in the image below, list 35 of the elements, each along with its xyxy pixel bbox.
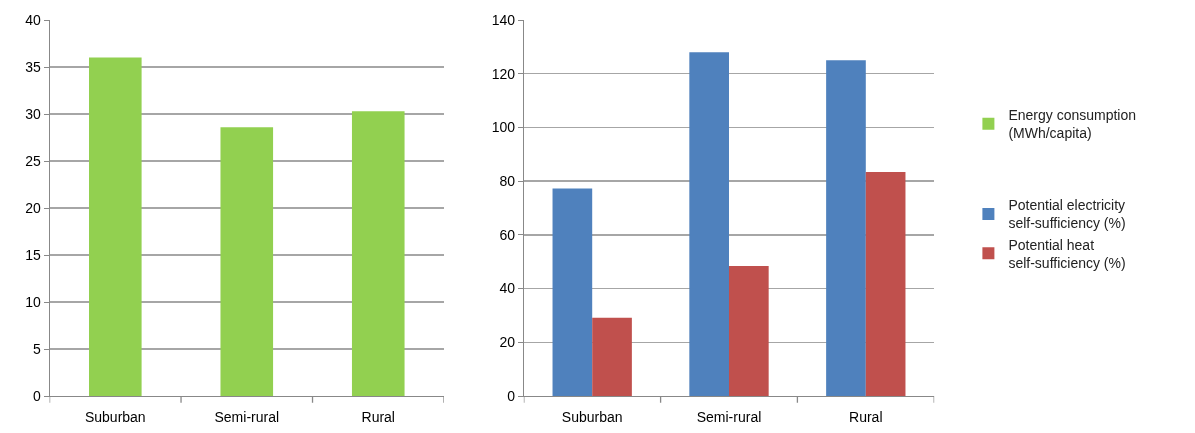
bar xyxy=(729,266,769,396)
bar xyxy=(865,172,906,396)
bar xyxy=(826,60,866,396)
legend-label: Potential heat self-sufficiency (%) xyxy=(1008,236,1126,271)
legend-label: Energy consumption (MWh/capita) xyxy=(1008,107,1137,142)
y-tick-label: 60 xyxy=(499,226,516,243)
x-tick-label: Suburban xyxy=(84,408,146,425)
x-tick-label: Suburban xyxy=(561,408,623,425)
y-tick-label: 80 xyxy=(499,173,516,190)
y-tick-label: 30 xyxy=(25,105,41,122)
bar xyxy=(592,317,632,396)
y-tick-label: 100 xyxy=(491,119,516,136)
y-tick-label: 120 xyxy=(491,65,516,82)
bar xyxy=(89,57,142,396)
y-tick-label: 15 xyxy=(25,246,41,263)
bar xyxy=(552,188,593,396)
y-tick-label: 140 xyxy=(491,11,516,28)
x-tick-label: Semi-rural xyxy=(696,408,762,425)
y-tick-label: 20 xyxy=(25,199,41,216)
y-tick-label: 0 xyxy=(32,387,41,404)
y-tick-label: 35 xyxy=(25,58,41,75)
legend-label: Potential electricity self-sufficiency (%) xyxy=(1008,197,1126,232)
y-tick-label: 5 xyxy=(32,340,41,357)
bar xyxy=(689,52,729,396)
bar xyxy=(351,111,405,396)
x-tick-label: Rural xyxy=(361,408,395,425)
y-tick-label: 20 xyxy=(499,334,516,351)
y-tick-label: 25 xyxy=(25,152,41,169)
y-tick-label: 0 xyxy=(507,387,516,404)
bar xyxy=(220,127,274,396)
y-tick-label: 40 xyxy=(25,11,41,28)
x-tick-label: Semi-rural xyxy=(214,408,280,425)
y-tick-label: 10 xyxy=(25,293,41,310)
y-tick-label: 40 xyxy=(499,280,516,297)
x-tick-label: Rural xyxy=(849,408,883,425)
